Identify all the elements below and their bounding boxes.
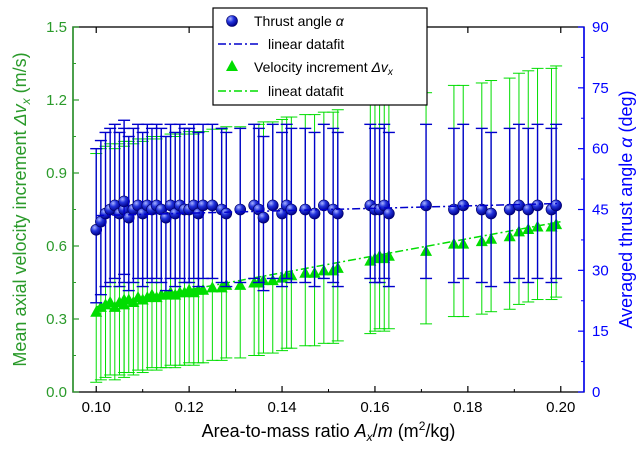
legend-thrust-fit-label: linear datafit bbox=[268, 36, 344, 52]
thrust-marker bbox=[485, 207, 497, 220]
legend-thrust-marker bbox=[226, 15, 238, 27]
velocity-fit-line bbox=[96, 220, 561, 308]
y-right-tick-label: 30 bbox=[592, 262, 609, 279]
x-tick-label: 0.14 bbox=[267, 399, 296, 416]
y-left-tick-label: 0.6 bbox=[46, 238, 67, 255]
thrust-fit-layer bbox=[96, 202, 561, 217]
thrust-point bbox=[382, 131, 395, 288]
thrust-point bbox=[457, 123, 470, 280]
legend-velocity-subscript: x bbox=[387, 67, 394, 78]
y-right-axis-title: Averaged thrust angle α (deg) bbox=[616, 90, 636, 328]
thrust-marker bbox=[257, 211, 270, 224]
y-left-title-unit: (m/s) bbox=[10, 52, 30, 98]
thrust-point bbox=[220, 131, 233, 288]
x-axis-title: Area-to-mass ratio Ax/m (m2/kg) bbox=[202, 419, 456, 444]
y-right-title-symbol: α bbox=[616, 137, 636, 148]
thrust-series bbox=[90, 119, 563, 304]
thrust-point bbox=[531, 123, 544, 280]
velocity-fit-layer bbox=[96, 220, 561, 308]
x-title-subscript: x bbox=[366, 430, 374, 444]
thrust-marker bbox=[220, 207, 233, 220]
y-left-title-subscript: x bbox=[19, 97, 33, 105]
thrust-marker bbox=[550, 199, 562, 212]
legend-thrust-text: Thrust angle bbox=[254, 13, 336, 29]
legend-velocity-text: Velocity increment bbox=[254, 59, 372, 75]
x-title-unit: (m bbox=[393, 421, 419, 441]
x-title-text: Area-to-mass ratio bbox=[202, 421, 355, 441]
y-left-tick-label: 1.5 bbox=[46, 19, 67, 36]
thrust-marker bbox=[118, 195, 130, 208]
y-right-tick-label: 90 bbox=[592, 19, 609, 36]
y-left-tick-label: 0.9 bbox=[46, 165, 67, 182]
x-tick-label: 0.20 bbox=[546, 399, 575, 416]
thrust-marker bbox=[266, 199, 279, 212]
thrust-point bbox=[308, 131, 321, 288]
y-right-title-text: Averaged thrust angle bbox=[616, 148, 636, 329]
y-right-title-unit: (deg) bbox=[616, 90, 636, 137]
thrust-marker bbox=[383, 207, 395, 220]
thrust-point bbox=[266, 123, 279, 280]
thrust-point bbox=[257, 135, 270, 292]
thrust-fit-line bbox=[96, 202, 561, 217]
thrust-marker bbox=[285, 203, 298, 216]
thrust-point bbox=[317, 123, 330, 280]
thrust-point bbox=[276, 131, 289, 288]
thrust-point bbox=[485, 131, 498, 288]
legend-velocity-symbol: Δv bbox=[371, 59, 389, 75]
y-right-tick-label: 75 bbox=[592, 80, 609, 97]
thrust-point bbox=[234, 127, 247, 284]
x-title-slash: / bbox=[373, 421, 378, 441]
thrust-point bbox=[550, 123, 563, 280]
y-right-tick-label: 45 bbox=[592, 202, 609, 219]
legend-thrust-label: Thrust angle α bbox=[254, 13, 345, 29]
velocity-marker bbox=[206, 281, 219, 293]
x-title-mass: m bbox=[378, 421, 393, 441]
x-title-superscript: 2 bbox=[419, 419, 426, 433]
thrust-marker bbox=[308, 207, 321, 220]
x-tick-label: 0.10 bbox=[82, 399, 111, 416]
legend-velocity-fit-label: lineat datafit bbox=[268, 83, 344, 99]
x-tick-label: 0.18 bbox=[453, 399, 482, 416]
thrust-marker bbox=[531, 199, 544, 212]
thrust-marker bbox=[331, 207, 344, 220]
y-right-tick-label: 60 bbox=[592, 141, 609, 158]
x-title-unit-end: /kg) bbox=[425, 421, 455, 441]
velocity-marker bbox=[234, 278, 247, 290]
thrust-point bbox=[197, 123, 210, 280]
legend-box bbox=[212, 7, 428, 106]
velocity-marker bbox=[266, 274, 279, 286]
y-right-tick-label: 15 bbox=[592, 323, 609, 340]
thrust-point bbox=[206, 123, 219, 280]
legend-velocity-label: Velocity increment Δvx bbox=[254, 59, 394, 78]
legend: Thrust angle α linear datafit Velocity inc… bbox=[212, 7, 428, 106]
x-tick-label: 0.12 bbox=[175, 399, 204, 416]
thrust-point bbox=[285, 127, 298, 284]
thrust-point bbox=[299, 127, 312, 284]
thrust-point bbox=[512, 123, 525, 280]
axes: 0.10 0.12 0.14 0.16 0.18 0.20 0.0 0.3 0.6 0.9 1.2 1… bbox=[10, 19, 636, 444]
thrust-point bbox=[118, 119, 131, 276]
y-left-tick-label: 1.2 bbox=[46, 92, 67, 109]
y-left-tick-label: 0.3 bbox=[46, 311, 67, 328]
velocity-marker bbox=[197, 283, 210, 295]
y-right-tick-label: 0 bbox=[592, 384, 600, 401]
thrust-point bbox=[503, 127, 516, 284]
thrust-marker bbox=[234, 203, 247, 216]
x-title-symbol: A bbox=[354, 421, 367, 441]
legend-velocity-marker bbox=[226, 60, 238, 71]
y-left-title-text: Mean axial velocity increment bbox=[10, 125, 30, 366]
thrust-point bbox=[522, 127, 535, 284]
y-left-axis-title: Mean axial velocity increment Δvx (m/s) bbox=[10, 52, 33, 366]
x-tick-label: 0.16 bbox=[360, 399, 389, 416]
thrust-point bbox=[420, 123, 433, 280]
y-left-tick-label: 0.0 bbox=[46, 384, 67, 401]
y-left-title-symbol: Δv bbox=[10, 103, 30, 126]
thrust-marker bbox=[420, 199, 432, 212]
legend-thrust-symbol: α bbox=[336, 13, 345, 29]
